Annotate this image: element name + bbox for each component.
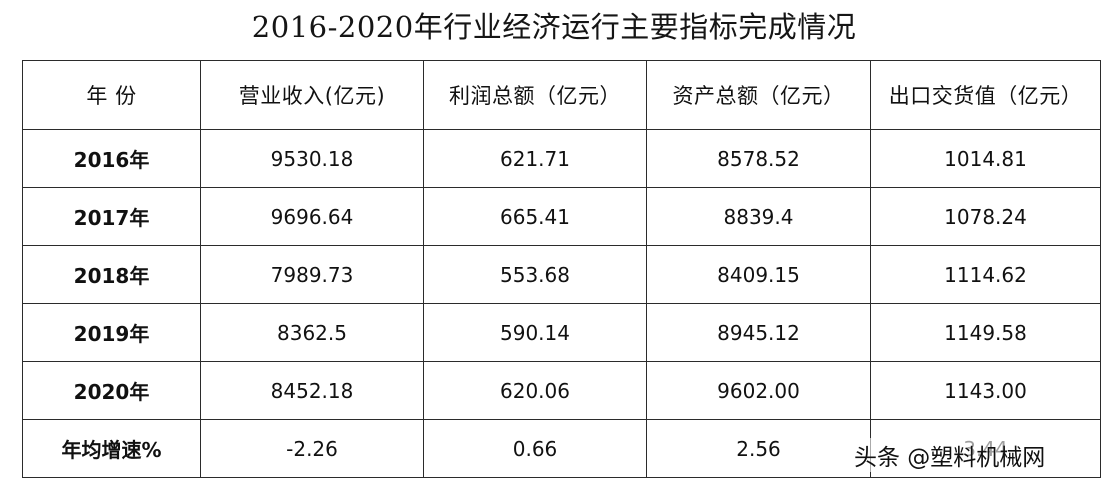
- header-year: 年 份: [22, 60, 201, 130]
- row-label: 2020年: [22, 361, 201, 420]
- row-label: 年均增速%: [22, 419, 201, 478]
- table-row: 2018年 7989.73 553.68 8409.15 1114.62: [22, 245, 1101, 304]
- profit-cell: 620.06: [423, 361, 647, 420]
- profit-cell: 665.41: [423, 187, 647, 246]
- row-label: 2018年: [22, 245, 201, 304]
- revenue-cell: 8452.18: [200, 361, 424, 420]
- assets-cell: 2.56: [646, 419, 871, 478]
- export-cell: 1149.58: [870, 303, 1101, 362]
- table-row: 2019年 8362.5 590.14 8945.12 1149.58: [22, 303, 1101, 362]
- assets-cell: 8409.15: [646, 245, 871, 304]
- header-profit: 利润总额（亿元）: [423, 60, 647, 130]
- export-cell: 1014.81: [870, 129, 1101, 188]
- revenue-cell: 7989.73: [200, 245, 424, 304]
- header-revenue: 营业收入(亿元): [200, 60, 424, 130]
- export-cell: 1114.62: [870, 245, 1101, 304]
- table-row: 2020年 8452.18 620.06 9602.00 1143.00: [22, 361, 1101, 420]
- row-label: 2019年: [22, 303, 201, 362]
- page-title: 2016-2020年行业经济运行主要指标完成情况: [251, 10, 857, 44]
- profit-cell: 621.71: [423, 129, 647, 188]
- revenue-cell: 8362.5: [200, 303, 424, 362]
- table-row: 2016年 9530.18 621.71 8578.52 1014.81: [22, 129, 1101, 188]
- export-cell: 1078.24: [870, 187, 1101, 246]
- assets-cell: 8839.4: [646, 187, 871, 246]
- profit-cell: 0.66: [423, 419, 647, 478]
- row-label: 2017年: [22, 187, 201, 246]
- table-header-row: 年 份 营业收入(亿元) 利润总额（亿元） 资产总额（亿元） 出口交货值（亿元）: [22, 60, 1101, 130]
- assets-cell: 8578.52: [646, 129, 871, 188]
- header-export: 出口交货值（亿元）: [870, 60, 1101, 130]
- table-row: 2017年 9696.64 665.41 8839.4 1078.24: [22, 187, 1101, 246]
- profit-cell: 590.14: [423, 303, 647, 362]
- revenue-cell: 9530.18: [200, 129, 424, 188]
- export-cell: 1143.00: [870, 361, 1101, 420]
- assets-cell: 8945.12: [646, 303, 871, 362]
- watermark-text: 头条 @塑料机械网: [850, 438, 1050, 472]
- revenue-cell: 9696.64: [200, 187, 424, 246]
- revenue-cell: -2.26: [200, 419, 424, 478]
- table-row-growth: 年均增速% -2.26 0.66 2.56 3.44: [22, 419, 1101, 478]
- indicator-table: 年 份 营业收入(亿元) 利润总额（亿元） 资产总额（亿元） 出口交货值（亿元）…: [22, 60, 1101, 478]
- profit-cell: 553.68: [423, 245, 647, 304]
- assets-cell: 9602.00: [646, 361, 871, 420]
- row-label: 2016年: [22, 129, 201, 188]
- header-assets: 资产总额（亿元）: [646, 60, 871, 130]
